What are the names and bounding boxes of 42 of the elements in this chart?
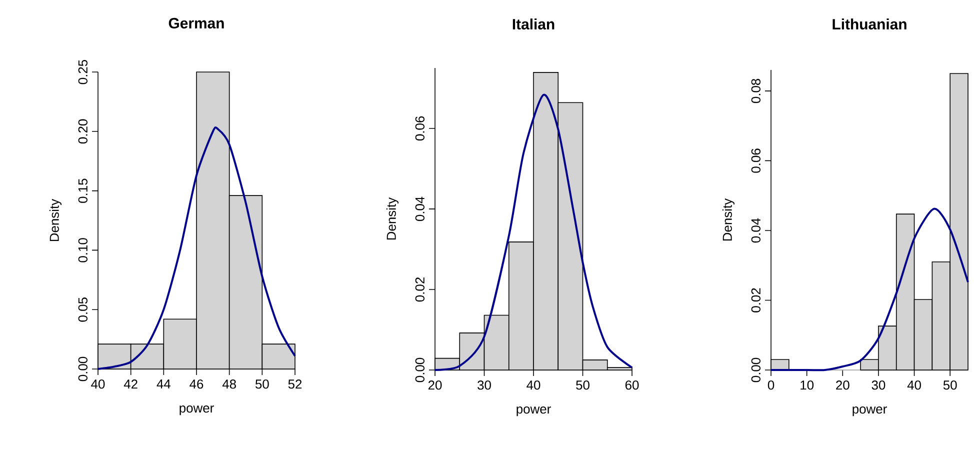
y-tick-label: 0.05 (78, 298, 88, 322)
x-axis-title: power (516, 406, 551, 416)
x-tick-label: 48 (222, 380, 236, 389)
x-tick-label: 60 (625, 380, 639, 390)
x-tick-label: 30 (872, 380, 886, 390)
y-tick-label: 0.20 (78, 119, 88, 144)
x-tick-label: 44 (156, 380, 170, 388)
y-tick-label: 0.00 (751, 358, 760, 382)
x-axis-title: power (852, 406, 887, 416)
y-tick-label: 0.04 (415, 196, 424, 222)
y-tick-label: 0.00 (78, 356, 88, 382)
y-tick-label: 0.00 (415, 358, 424, 382)
y-tick-label: 0.02 (415, 278, 424, 302)
y-tick-label: 0.02 (751, 288, 760, 312)
x-tick-label: 30 (478, 380, 491, 390)
chart-title: German (168, 18, 224, 28)
x-tick-label: 50 (255, 380, 269, 389)
chart-title: Lithuanian (832, 18, 906, 30)
x-tick-label: 20 (428, 380, 442, 390)
y-axis-title: Density (386, 197, 398, 240)
y-tick-label: 0.08 (751, 78, 760, 104)
x-axis-title: power (180, 406, 214, 416)
y-axis-title: Density (49, 198, 62, 242)
x-tick-label: 52 (288, 380, 302, 389)
y-tick-label: 0.25 (78, 60, 88, 84)
y-tick-label: 0.10 (78, 238, 88, 262)
x-tick-label: 40 (91, 380, 105, 389)
y-axis-title: Density (722, 198, 734, 241)
x-tick-label: 10 (800, 380, 814, 390)
x-tick-label: 40 (907, 380, 921, 390)
x-tick-label: 50 (576, 380, 590, 390)
y-tick-label: 0.15 (78, 178, 88, 203)
x-tick-label: 20 (836, 380, 850, 390)
y-tick-label: 0.04 (751, 218, 760, 243)
x-tick-label: 50 (943, 380, 957, 390)
x-tick-label: 0 (768, 380, 774, 390)
x-tick-label: 46 (190, 380, 204, 389)
x-tick-label: 42 (124, 380, 138, 389)
y-tick-label: 0.06 (415, 116, 424, 140)
chart-title: Italian (512, 18, 554, 30)
y-tick-label: 0.06 (751, 148, 760, 173)
x-tick-label: 40 (526, 380, 540, 390)
